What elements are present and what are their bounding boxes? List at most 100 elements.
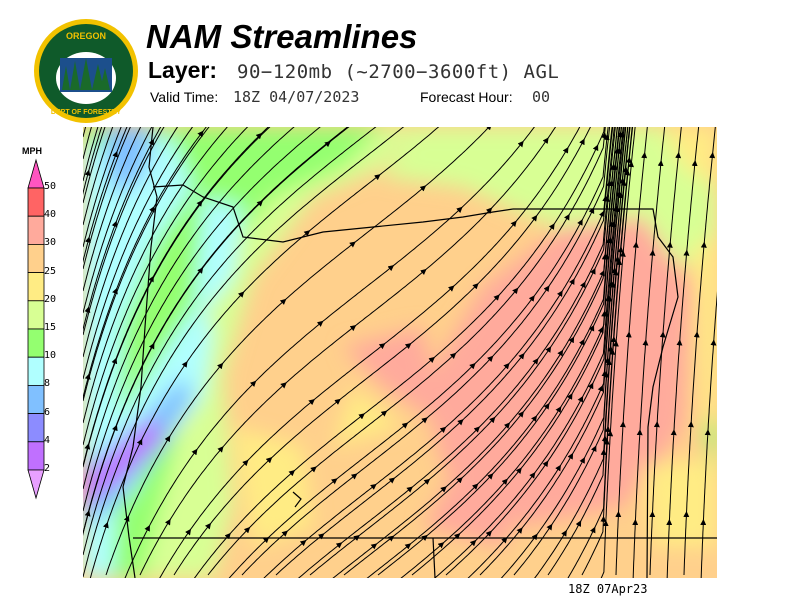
streamline-arrow	[493, 294, 500, 301]
streamline-arrow	[280, 382, 287, 389]
streamline-arrow	[487, 355, 494, 363]
streamline-arrow	[592, 144, 599, 152]
streamline-arrow	[350, 473, 358, 480]
streamline	[241, 127, 611, 576]
streamline-arrow	[310, 466, 317, 473]
streamline-arrow	[349, 241, 356, 248]
streamline-arrow	[243, 526, 251, 534]
streamline-arrow	[217, 446, 224, 453]
streamline-arrow	[428, 356, 435, 363]
streamline-arrow	[590, 445, 597, 453]
streamline-arrow	[531, 533, 538, 541]
streamline-arrow	[546, 523, 553, 531]
streamline-arrow	[587, 382, 594, 390]
streamline-arrow	[404, 342, 412, 350]
streamline-arrow	[529, 472, 536, 479]
streamline-arrow	[380, 410, 388, 417]
columbia-river-border	[152, 184, 514, 243]
legend-label: 10	[44, 350, 57, 362]
streamline	[83, 127, 295, 490]
wind-speed-shading	[83, 127, 717, 578]
legend-swatch-over-50	[27, 158, 45, 189]
streamline-arrow	[487, 473, 494, 480]
streamlines	[83, 127, 717, 578]
streamline-arrow	[84, 169, 91, 177]
streamline-arrow	[84, 236, 91, 244]
streamline-arrow	[404, 543, 412, 550]
streamline-arrow	[387, 265, 395, 272]
streamline	[700, 290, 717, 578]
streamline-arrow	[440, 486, 447, 493]
streamline-arrow	[217, 362, 224, 370]
streamline-arrow	[437, 542, 445, 549]
streamline-arrow	[555, 464, 561, 472]
streamline-arrow	[136, 438, 143, 446]
streamline-arrow	[423, 478, 431, 485]
streamline-arrow	[542, 137, 549, 144]
streamline-arrow	[597, 385, 604, 392]
legend-label: 50	[44, 181, 57, 192]
streamline-arrow	[84, 373, 91, 380]
streamline-arrow	[569, 278, 575, 286]
streamline-arrow	[181, 361, 188, 368]
streamline	[83, 127, 162, 332]
streamline-arrow	[374, 174, 381, 181]
streamline-arrow	[531, 214, 538, 222]
streamline-arrow	[84, 306, 91, 313]
streamline-arrow	[303, 230, 311, 237]
legend-swatch-25-30	[27, 244, 45, 274]
streamline-arrow	[564, 213, 570, 221]
streamline-arrow	[501, 536, 508, 544]
streamline-arrow	[242, 459, 249, 467]
streamline	[377, 127, 621, 576]
valid-time-value: 18Z 04/07/2023	[233, 88, 360, 106]
streamline-arrow	[406, 486, 413, 493]
california-nevada-border	[432, 537, 436, 578]
streamline	[83, 127, 405, 578]
streamline	[309, 127, 616, 576]
streamline-arrow	[456, 206, 463, 214]
streamline-arrow	[317, 533, 325, 540]
streamline	[83, 127, 194, 380]
streamline-arrow	[598, 210, 605, 218]
streamline-arrow	[577, 395, 584, 403]
legend-swatch-6-8	[27, 384, 45, 414]
streamline-arrow	[288, 469, 296, 477]
oregon-idaho-border	[513, 208, 679, 578]
streamline-arrow	[457, 419, 464, 426]
legend-label: 2	[44, 463, 51, 474]
streamline-arrow	[545, 346, 552, 353]
streamline	[83, 127, 92, 160]
streamline-arrow	[510, 220, 517, 228]
streamline-arrow	[516, 527, 523, 534]
streamline-arrow	[421, 417, 428, 424]
streamline	[83, 127, 128, 264]
streamline-arrow	[353, 534, 360, 542]
streamline	[298, 127, 615, 578]
streamline	[193, 127, 605, 578]
streamline-arrow	[148, 138, 154, 146]
streamline-arrow	[262, 536, 270, 544]
streamline-arrow	[590, 267, 596, 275]
legend-label: 20	[44, 293, 57, 305]
streamline-arrow	[148, 275, 154, 283]
streamline-arrow	[185, 528, 192, 536]
streamline	[445, 127, 625, 576]
streamline-arrow	[349, 325, 357, 332]
valid-time-label: Valid Time:	[150, 89, 219, 105]
streamline-arrow	[197, 267, 204, 274]
legend-swatch-15-20	[27, 300, 45, 330]
streamline-arrow	[543, 402, 550, 410]
streamline-arrow	[299, 540, 307, 547]
streamline-arrow	[164, 518, 171, 526]
streamline-arrow	[512, 287, 519, 295]
layer-value: 90−120mb (~2700−3600ft) AGL	[237, 61, 560, 83]
streamline	[83, 127, 228, 424]
legend-swatch-4-6	[27, 413, 45, 443]
streamline-arrow	[589, 526, 596, 534]
streamline	[83, 127, 377, 556]
streamline-arrow	[265, 457, 273, 464]
streamline-arrow	[542, 460, 549, 468]
streamline-arrow	[580, 281, 586, 289]
streamline	[83, 127, 131, 270]
